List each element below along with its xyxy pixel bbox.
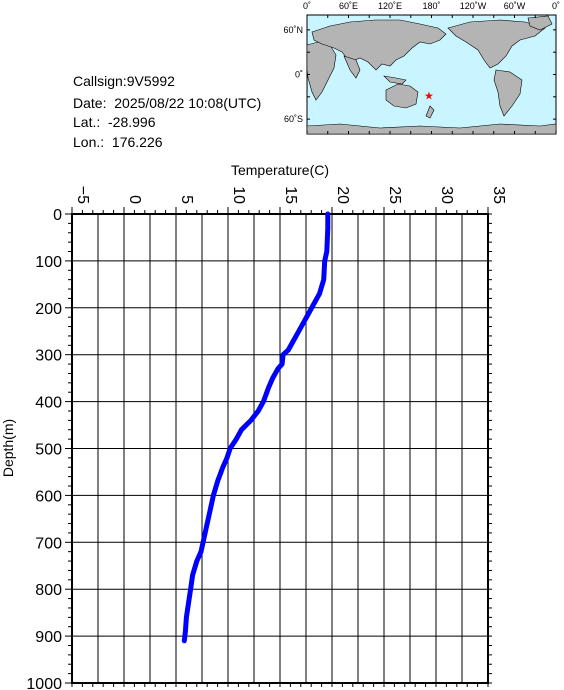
north-america-shape [447,19,546,69]
new-zealand-shape [425,105,435,119]
x-tick-label: 0 [126,195,143,204]
map-lon-label: 120˚E [378,1,402,11]
south-america-shape [493,69,523,117]
x-tick-label: 10 [230,186,247,204]
y-tick-label: 400 [35,395,62,412]
map-lat-label: 60˚N [283,25,303,35]
y-tick-label: 100 [35,254,62,271]
map-lon-label: 0˚ [303,1,311,11]
map-lon-label: 120˚W [460,1,487,11]
temperature-depth-plot: −5 0 5 10 15 20 25 30 35 0 100 200 300 400 500 600 700 8… [0,162,507,690]
x-tick-label: 35 [490,186,507,204]
map-lat-label: 0˚ [295,70,303,80]
y-tick-label: 1000 [26,676,62,690]
y-tick-label: 200 [35,301,62,318]
y-tick-label: 600 [35,488,62,505]
greenland-shape [527,15,553,31]
map-lon-label: 0˚ [552,1,560,11]
y-axis-title: Depth(m) [0,419,16,477]
y-tick-labels: 0 100 200 300 400 500 600 700 800 900 1000 [26,207,62,690]
map-lon-label: 180˚ [422,1,440,11]
world-map: 0˚ 60˚E 120˚E 180˚ 120˚W 60˚W 0˚ 60˚N 0˚ 60˚S ★ [283,1,560,135]
x-tick-label: 5 [178,195,195,204]
latitude-text: Lat.: -28.996 [73,114,156,130]
y-tick-label: 700 [35,535,62,552]
temperature-profile-line [181,211,331,644]
map-lat-label: 60˚S [284,114,303,124]
location-marker-icon: ★ [424,90,434,103]
plot-grid [72,214,488,683]
x-tick-label: 15 [282,186,299,204]
se-asia-islands-shape [383,75,407,85]
australia-shape [385,83,419,109]
india-shape [343,55,361,79]
y-tick-label: 500 [35,442,62,459]
plot-minor-ticks [65,207,492,687]
x-tick-label: 30 [438,186,455,204]
map-lon-label: 60˚W [504,1,526,11]
y-tick-label: 0 [53,207,62,224]
longitude-text: Lon.: 176.226 [73,134,163,150]
date-text: Date: 2025/08/22 10:08(UTC) [73,95,262,111]
y-tick-label: 900 [35,629,62,646]
x-tick-label: −5 [74,186,91,204]
x-tick-label: 20 [334,186,351,204]
x-axis-title: Temperature(C) [231,162,329,178]
eurasia-shape [311,19,447,71]
x-tick-labels: −5 0 5 10 15 20 25 30 35 [74,186,507,204]
x-tick-label: 25 [386,186,403,204]
y-tick-label: 300 [35,348,62,365]
y-tick-label: 800 [35,582,62,599]
callsign-text: Callsign:9V5992 [73,73,175,89]
map-lon-label: 60˚E [339,1,358,11]
